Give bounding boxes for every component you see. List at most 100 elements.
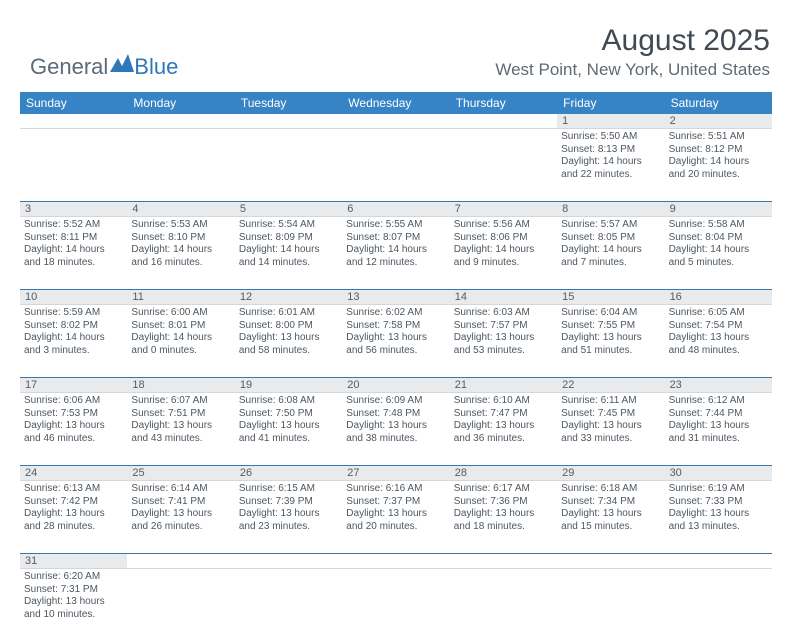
sunset-text: Sunset: 8:01 PM — [131, 320, 230, 333]
daylight-text: Daylight: 14 hours and 12 minutes. — [346, 244, 445, 269]
day-number — [342, 114, 449, 128]
day-number — [235, 114, 342, 128]
daylight-text: Daylight: 14 hours and 9 minutes. — [454, 244, 553, 269]
sunrise-text: Sunrise: 5:50 AM — [561, 131, 660, 144]
calendar-cell: Sunrise: 5:51 AMSunset: 8:12 PMDaylight:… — [665, 129, 772, 201]
sunset-text: Sunset: 8:13 PM — [561, 144, 660, 157]
sunrise-text: Sunrise: 5:51 AM — [669, 131, 768, 144]
day-number — [557, 554, 664, 568]
brand-word-1: General — [30, 54, 108, 80]
daynum-row: 31 — [20, 554, 772, 569]
calendar-cell — [450, 569, 557, 641]
day-number: 3 — [20, 202, 127, 216]
daylight-text: Daylight: 13 hours and 46 minutes. — [24, 420, 123, 445]
sunrise-text: Sunrise: 6:01 AM — [239, 307, 338, 320]
calendar-cell: Sunrise: 6:11 AMSunset: 7:45 PMDaylight:… — [557, 393, 664, 465]
calendar-cell: Sunrise: 6:05 AMSunset: 7:54 PMDaylight:… — [665, 305, 772, 377]
sunset-text: Sunset: 8:07 PM — [346, 232, 445, 245]
daylight-text: Daylight: 13 hours and 51 minutes. — [561, 332, 660, 357]
sunset-text: Sunset: 7:54 PM — [669, 320, 768, 333]
daynum-row: 17181920212223 — [20, 378, 772, 393]
daylight-text: Daylight: 14 hours and 0 minutes. — [131, 332, 230, 357]
weeks-container: 12Sunrise: 5:50 AMSunset: 8:13 PMDayligh… — [20, 114, 772, 641]
sunrise-text: Sunrise: 5:53 AM — [131, 219, 230, 232]
calendar-cell: Sunrise: 5:54 AMSunset: 8:09 PMDaylight:… — [235, 217, 342, 289]
sunset-text: Sunset: 8:10 PM — [131, 232, 230, 245]
calendar-cell: Sunrise: 5:58 AMSunset: 8:04 PMDaylight:… — [665, 217, 772, 289]
day-number: 23 — [665, 378, 772, 392]
calendar-cell: Sunrise: 6:07 AMSunset: 7:51 PMDaylight:… — [127, 393, 234, 465]
day-number: 1 — [557, 114, 664, 128]
daylight-text: Daylight: 14 hours and 20 minutes. — [669, 156, 768, 181]
daylight-text: Daylight: 14 hours and 7 minutes. — [561, 244, 660, 269]
sunrise-text: Sunrise: 6:18 AM — [561, 483, 660, 496]
calendar-cell: Sunrise: 6:16 AMSunset: 7:37 PMDaylight:… — [342, 481, 449, 553]
sunrise-text: Sunrise: 6:02 AM — [346, 307, 445, 320]
weekday-label: Wednesday — [342, 92, 449, 114]
daylight-text: Daylight: 13 hours and 56 minutes. — [346, 332, 445, 357]
calendar-cell: Sunrise: 6:09 AMSunset: 7:48 PMDaylight:… — [342, 393, 449, 465]
daylight-text: Daylight: 13 hours and 20 minutes. — [346, 508, 445, 533]
month-title: August 2025 — [495, 24, 770, 58]
day-number: 18 — [127, 378, 234, 392]
sunset-text: Sunset: 7:36 PM — [454, 496, 553, 509]
calendar-cell: Sunrise: 6:01 AMSunset: 8:00 PMDaylight:… — [235, 305, 342, 377]
sunrise-text: Sunrise: 6:14 AM — [131, 483, 230, 496]
daynum-row: 3456789 — [20, 202, 772, 217]
weekday-header-row: SundayMondayTuesdayWednesdayThursdayFrid… — [20, 92, 772, 114]
calendar-cell: Sunrise: 5:59 AMSunset: 8:02 PMDaylight:… — [20, 305, 127, 377]
sunset-text: Sunset: 7:41 PM — [131, 496, 230, 509]
sunrise-text: Sunrise: 6:20 AM — [24, 571, 123, 584]
daylight-text: Daylight: 14 hours and 16 minutes. — [131, 244, 230, 269]
calendar-cell — [20, 129, 127, 201]
daylight-text: Daylight: 13 hours and 23 minutes. — [239, 508, 338, 533]
day-number: 16 — [665, 290, 772, 304]
sunrise-text: Sunrise: 6:07 AM — [131, 395, 230, 408]
calendar-cell: Sunrise: 6:18 AMSunset: 7:34 PMDaylight:… — [557, 481, 664, 553]
day-number: 13 — [342, 290, 449, 304]
sunset-text: Sunset: 7:58 PM — [346, 320, 445, 333]
sunrise-text: Sunrise: 5:59 AM — [24, 307, 123, 320]
sunrise-text: Sunrise: 6:19 AM — [669, 483, 768, 496]
daynum-row: 12 — [20, 114, 772, 129]
daylight-text: Daylight: 13 hours and 31 minutes. — [669, 420, 768, 445]
daylight-text: Daylight: 13 hours and 43 minutes. — [131, 420, 230, 445]
location-text: West Point, New York, United States — [495, 60, 770, 80]
daylight-text: Daylight: 13 hours and 33 minutes. — [561, 420, 660, 445]
daylight-text: Daylight: 13 hours and 10 minutes. — [24, 596, 123, 621]
daylight-text: Daylight: 13 hours and 18 minutes. — [454, 508, 553, 533]
calendar-cell: Sunrise: 6:14 AMSunset: 7:41 PMDaylight:… — [127, 481, 234, 553]
daylight-text: Daylight: 14 hours and 22 minutes. — [561, 156, 660, 181]
calendar-cell: Sunrise: 5:52 AMSunset: 8:11 PMDaylight:… — [20, 217, 127, 289]
day-number — [127, 554, 234, 568]
sunrise-text: Sunrise: 6:00 AM — [131, 307, 230, 320]
day-number: 26 — [235, 466, 342, 480]
sunrise-text: Sunrise: 6:13 AM — [24, 483, 123, 496]
day-number: 22 — [557, 378, 664, 392]
sunrise-text: Sunrise: 5:58 AM — [669, 219, 768, 232]
daylight-text: Daylight: 13 hours and 13 minutes. — [669, 508, 768, 533]
day-number: 28 — [450, 466, 557, 480]
day-number: 8 — [557, 202, 664, 216]
day-number: 21 — [450, 378, 557, 392]
daylight-text: Daylight: 14 hours and 3 minutes. — [24, 332, 123, 357]
sunrise-text: Sunrise: 5:56 AM — [454, 219, 553, 232]
sunset-text: Sunset: 7:55 PM — [561, 320, 660, 333]
day-number: 30 — [665, 466, 772, 480]
week-row: Sunrise: 5:59 AMSunset: 8:02 PMDaylight:… — [20, 305, 772, 378]
calendar-cell — [235, 569, 342, 641]
sunset-text: Sunset: 8:06 PM — [454, 232, 553, 245]
sunrise-text: Sunrise: 5:57 AM — [561, 219, 660, 232]
sunrise-text: Sunrise: 5:55 AM — [346, 219, 445, 232]
sunrise-text: Sunrise: 6:09 AM — [346, 395, 445, 408]
calendar-cell: Sunrise: 6:10 AMSunset: 7:47 PMDaylight:… — [450, 393, 557, 465]
day-number — [342, 554, 449, 568]
weekday-label: Tuesday — [235, 92, 342, 114]
daylight-text: Daylight: 13 hours and 41 minutes. — [239, 420, 338, 445]
calendar-cell — [342, 569, 449, 641]
daylight-text: Daylight: 13 hours and 26 minutes. — [131, 508, 230, 533]
sunrise-text: Sunrise: 5:54 AM — [239, 219, 338, 232]
day-number: 4 — [127, 202, 234, 216]
calendar-cell — [450, 129, 557, 201]
daylight-text: Daylight: 13 hours and 28 minutes. — [24, 508, 123, 533]
